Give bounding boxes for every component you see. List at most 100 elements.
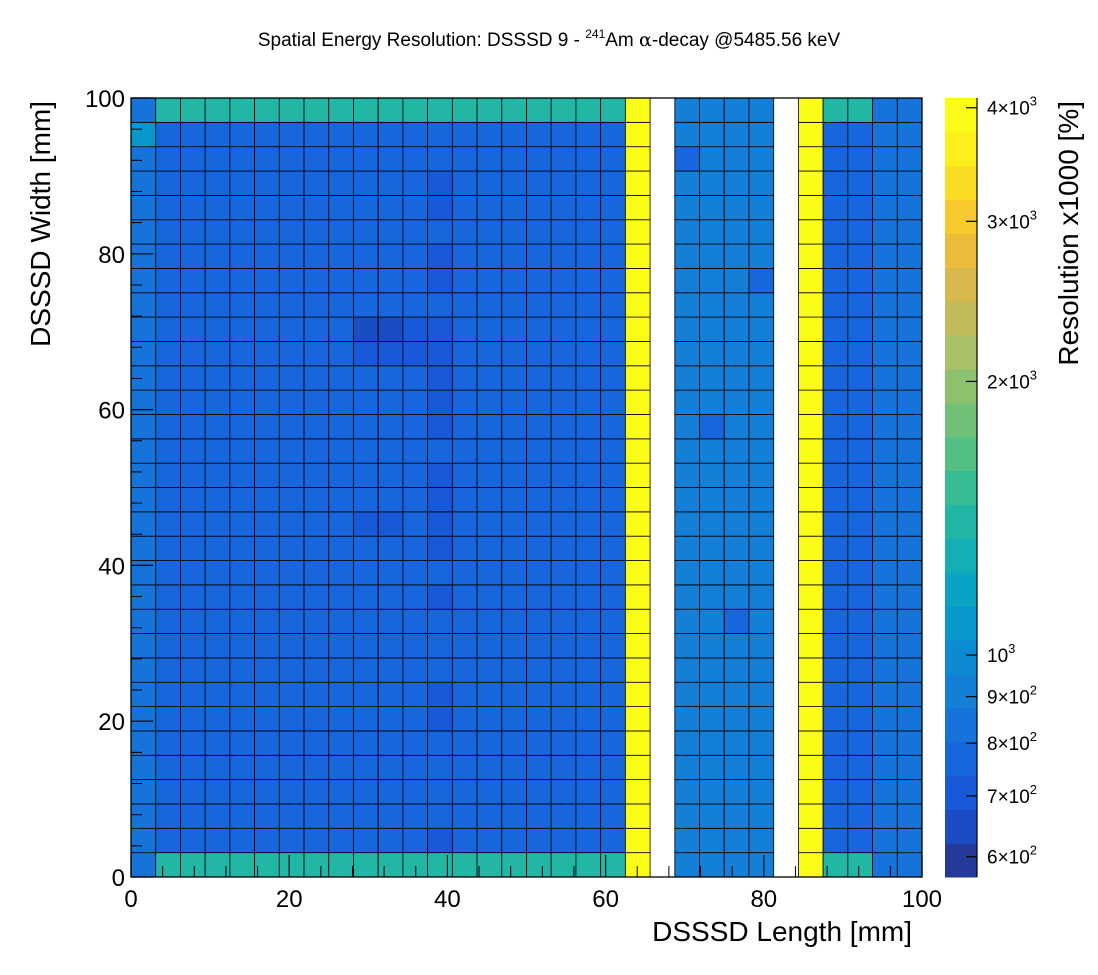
heatmap-cell: [451, 535, 478, 561]
heatmap-cell: [353, 730, 379, 756]
heatmap-cell: [798, 170, 824, 196]
heatmap-cell: [896, 511, 923, 537]
heatmap-cell: [476, 608, 503, 634]
heatmap-cell: [550, 779, 577, 805]
heatmap-cell: [402, 487, 429, 513]
heatmap-cell: [723, 487, 750, 513]
heatmap-cell: [229, 706, 255, 732]
x-tick-label: 60: [592, 886, 619, 913]
heatmap-cell: [377, 268, 404, 294]
heatmap-cell: [402, 194, 429, 221]
heatmap-cell: [600, 316, 626, 342]
heatmap-cell: [501, 657, 527, 683]
heatmap-cell: [624, 146, 651, 172]
heatmap-cell: [402, 827, 429, 854]
heatmap-cell: [798, 827, 824, 854]
heatmap-cell: [476, 730, 503, 756]
heatmap-cell: [303, 730, 330, 756]
heatmap-cell: [501, 292, 527, 318]
heatmap-cell: [501, 681, 527, 707]
heatmap-cell: [600, 487, 626, 513]
heatmap-cell: [180, 657, 206, 683]
heatmap-cell: [476, 657, 503, 683]
heatmap-cell: [254, 194, 280, 221]
heatmap-cell: [328, 243, 354, 269]
heatmap-cell: [748, 803, 775, 829]
heatmap-cell: [847, 121, 873, 148]
heatmap-cell: [723, 365, 750, 391]
heatmap-cell: [377, 316, 404, 342]
heatmap-cell: [723, 535, 750, 561]
heatmap-cell: [427, 219, 453, 245]
heatmap-cell: [822, 462, 849, 488]
heatmap-cell: [847, 633, 873, 659]
heatmap-cell: [180, 170, 206, 196]
heatmap-cell: [229, 316, 255, 342]
heatmap-cell: [872, 487, 898, 513]
heatmap-cell: [699, 268, 725, 294]
heatmap-cell: [501, 754, 527, 781]
heatmap-cell: [501, 608, 527, 634]
heatmap-cell: [674, 852, 700, 878]
heatmap-cell: [501, 779, 527, 805]
heatmap-cell: [130, 316, 157, 342]
heatmap-cell: [278, 803, 305, 829]
colorbar-segment: [945, 199, 977, 234]
heatmap-cell: [229, 121, 255, 148]
heatmap-cell: [550, 560, 577, 586]
heatmap-cell: [624, 316, 651, 342]
heatmap-cell: [254, 365, 280, 391]
heatmap-cell: [748, 633, 775, 659]
heatmap-cell: [229, 633, 255, 659]
heatmap-cell: [674, 754, 700, 781]
heatmap-cell: [822, 803, 849, 829]
heatmap-cell: [798, 535, 824, 561]
heatmap-cell: [624, 97, 651, 123]
heatmap-cell: [328, 657, 354, 683]
heatmap-cell: [377, 560, 404, 586]
heatmap-cell: [180, 121, 206, 148]
heatmap-cell: [847, 803, 873, 829]
heatmap-cell: [575, 827, 602, 854]
heatmap-cell: [822, 219, 849, 245]
heatmap-cell: [377, 121, 404, 148]
heatmap-cell: [798, 438, 824, 464]
heatmap-cell: [624, 535, 651, 561]
heatmap-cell: [476, 584, 503, 610]
heatmap-cell: [624, 219, 651, 245]
heatmap-cell: [278, 681, 305, 707]
heatmap-cell: [798, 316, 824, 342]
heatmap-cell: [872, 657, 898, 683]
heatmap-cell: [847, 827, 873, 854]
heatmap-cell: [278, 341, 305, 367]
heatmap-cell: [476, 779, 503, 805]
heatmap-cell: [155, 803, 181, 829]
heatmap-cell: [847, 170, 873, 196]
heatmap-cell: [130, 121, 157, 148]
heatmap-cell: [451, 438, 478, 464]
heatmap-cell: [600, 292, 626, 318]
heatmap-cell: [872, 584, 898, 610]
heatmap-cell: [896, 803, 923, 829]
heatmap-cell: [427, 365, 453, 391]
heatmap-cell: [600, 803, 626, 829]
heatmap-cell: [476, 146, 503, 172]
colorbar-segment: [945, 233, 977, 268]
heatmap-cell: [526, 681, 552, 707]
heatmap-cell: [748, 243, 775, 269]
heatmap-cell: [353, 681, 379, 707]
heatmap-cell: [723, 170, 750, 196]
heatmap-cell: [550, 170, 577, 196]
heatmap-cell: [847, 414, 873, 440]
heatmap-cell: [872, 438, 898, 464]
heatmap-cell: [451, 827, 478, 854]
x-tick-label: 20: [276, 886, 303, 913]
heatmap-cell: [550, 121, 577, 148]
heatmap-cell: [624, 341, 651, 367]
heatmap-cell: [501, 341, 527, 367]
heatmap-cell: [822, 268, 849, 294]
heatmap-cell: [328, 608, 354, 634]
heatmap-cell: [674, 97, 700, 123]
heatmap-cell: [278, 779, 305, 805]
heatmap-cell: [229, 243, 255, 269]
